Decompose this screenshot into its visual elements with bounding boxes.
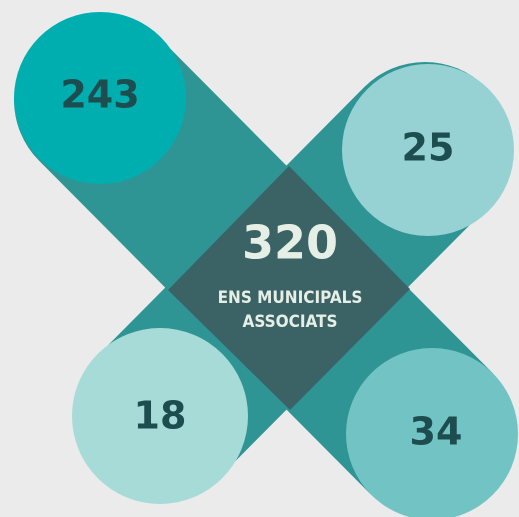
center-label: ENS MUNICIPALS bbox=[218, 288, 363, 308]
item-value: 25 bbox=[402, 126, 455, 170]
item-value: 18 bbox=[134, 394, 187, 438]
item-value: 243 bbox=[60, 73, 139, 117]
center-value: 320 bbox=[242, 216, 338, 270]
item-value: 34 bbox=[410, 410, 463, 454]
circle bbox=[72, 328, 248, 504]
circle bbox=[342, 64, 514, 236]
center-diamond bbox=[168, 166, 410, 410]
center-label: ASSOCIATS bbox=[243, 312, 338, 332]
circle bbox=[14, 12, 186, 184]
circle bbox=[346, 348, 518, 517]
